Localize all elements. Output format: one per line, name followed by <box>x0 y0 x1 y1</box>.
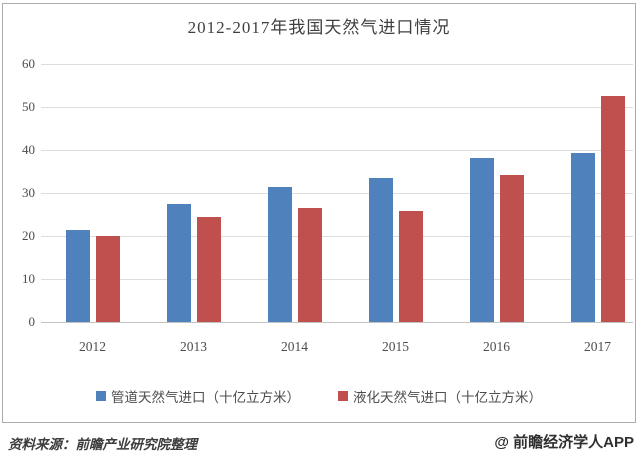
bar-pipeline-2013 <box>166 204 191 322</box>
gridline-60 <box>41 64 633 65</box>
bar-lng-2016 <box>499 174 524 322</box>
lng-legend-swatch <box>338 391 348 401</box>
gridline-20 <box>41 236 633 237</box>
lng-legend-label: 液化天然气进口（十亿立方米） <box>353 390 542 405</box>
pipeline-legend-swatch <box>96 391 106 401</box>
x-axis-label-2013: 2013 <box>180 339 207 354</box>
y-axis-label-50: 50 <box>22 99 35 114</box>
gridline-10 <box>41 279 633 280</box>
y-axis-label-10: 10 <box>22 271 35 286</box>
gridline-40 <box>41 150 633 151</box>
x-axis-line <box>41 322 633 323</box>
chart-frame: 2012-2017年我国天然气进口情况 0 10 20 30 40 50 60 2012 201… <box>2 3 636 423</box>
bar-pipeline-2012 <box>65 229 90 322</box>
x-axis-label-2014: 2014 <box>281 339 308 354</box>
x-axis-label-2016: 2016 <box>483 339 510 354</box>
legend-item-pipeline: 管道天然气进口（十亿立方米） <box>96 386 300 406</box>
x-axis-label-2015: 2015 <box>382 339 409 354</box>
y-axis-label-40: 40 <box>22 142 35 157</box>
bar-pipeline-2014 <box>267 187 292 322</box>
x-axis-label-2017: 2017 <box>584 339 611 354</box>
pipeline-legend-label: 管道天然气进口（十亿立方米） <box>111 390 300 405</box>
y-axis-label-60: 60 <box>22 56 35 71</box>
source-note: 资料来源：前瞻产业研究院整理 <box>8 437 197 452</box>
chart-title: 2012-2017年我国天然气进口情况 <box>187 18 451 37</box>
bar-pipeline-2017 <box>570 152 595 322</box>
bar-pipeline-2015 <box>368 177 393 322</box>
y-axis-label-20: 20 <box>22 228 35 243</box>
bar-lng-2015 <box>398 211 423 322</box>
bar-lng-2017 <box>600 95 625 322</box>
y-axis-label-0: 0 <box>28 314 36 329</box>
bar-lng-2012 <box>95 236 120 322</box>
y-axis-label-30: 30 <box>22 185 35 200</box>
legend-item-lng: 液化天然气进口（十亿立方米） <box>338 386 542 406</box>
gridline-50 <box>41 107 633 108</box>
chart-legend: 管道天然气进口（十亿立方米） 液化天然气进口（十亿立方米） <box>3 386 635 406</box>
bar-pipeline-2016 <box>469 157 494 322</box>
bar-lng-2013 <box>196 216 221 322</box>
bar-lng-2014 <box>297 208 322 322</box>
gridline-30 <box>41 193 633 194</box>
watermark: @ 前瞻经济学人APP <box>494 434 634 451</box>
x-axis-label-2012: 2012 <box>79 339 106 354</box>
